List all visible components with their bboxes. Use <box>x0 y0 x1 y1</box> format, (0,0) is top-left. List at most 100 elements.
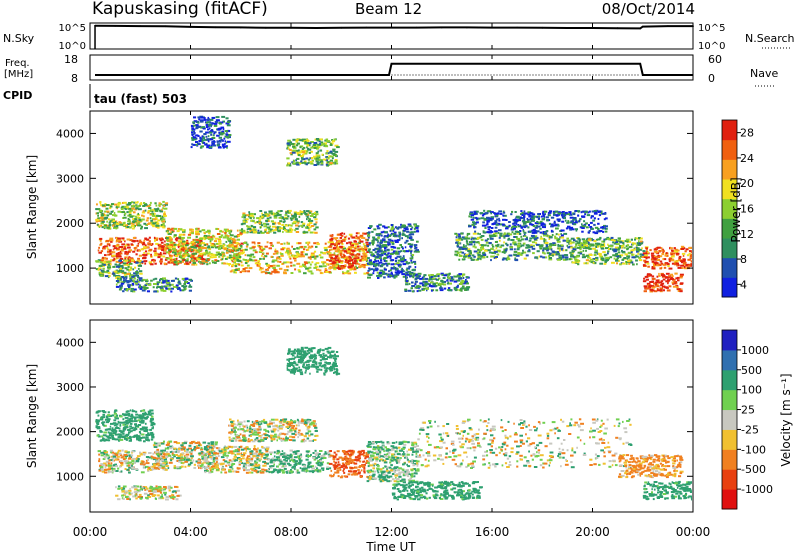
heatmap-cell <box>168 288 171 291</box>
heatmap-cell <box>258 222 261 225</box>
heatmap-cell <box>137 267 140 270</box>
heatmap-cell <box>122 222 126 225</box>
heatmap-cell <box>494 221 498 224</box>
heatmap-cell <box>520 235 523 238</box>
heatmap-cell <box>549 243 553 246</box>
heatmap-cell <box>439 282 443 285</box>
heatmap-cell <box>119 252 123 255</box>
heatmap-cell <box>340 256 345 258</box>
heatmap-cell <box>573 223 577 226</box>
heatmap-cell <box>224 257 228 260</box>
heatmap-cell <box>322 262 325 265</box>
heatmap-cell <box>378 223 382 226</box>
heatmap-cell <box>209 251 211 254</box>
heatmap-cell <box>249 247 253 250</box>
heatmap-cell <box>242 214 245 216</box>
heatmap-cell <box>205 123 209 126</box>
heatmap-cell <box>229 242 231 245</box>
heatmap-cell <box>308 211 312 214</box>
heatmap-cell <box>183 263 186 265</box>
heatmap-cell <box>112 265 116 268</box>
heatmap-cell <box>249 231 254 234</box>
heatmap-cell <box>354 254 357 257</box>
heatmap-cell <box>570 237 575 240</box>
heatmap-cell <box>510 239 514 241</box>
heatmap-cell <box>282 228 286 230</box>
heatmap-cell <box>594 211 598 214</box>
heatmap-cell <box>104 203 107 206</box>
heatmap-cell <box>671 275 674 278</box>
heatmap-cell <box>619 263 622 266</box>
heatmap-cell <box>413 250 417 253</box>
heatmap-cell <box>491 243 494 246</box>
heatmap-cell <box>334 264 337 267</box>
heatmap-cell <box>261 267 264 270</box>
heatmap-cell <box>98 264 103 267</box>
heatmap-cell <box>218 238 221 241</box>
heatmap-cell <box>287 147 290 150</box>
heatmap-cell <box>658 256 661 258</box>
heatmap-cell <box>664 286 668 289</box>
heatmap-cell <box>634 247 637 250</box>
heatmap-cell <box>623 246 626 249</box>
heatmap-cell <box>309 246 312 249</box>
heatmap-cell <box>271 225 276 228</box>
heatmap-cell <box>632 243 634 246</box>
heatmap-cell <box>259 210 263 212</box>
heatmap-cell <box>326 156 328 159</box>
heatmap-cell <box>514 258 518 261</box>
heatmap-cell <box>577 237 581 240</box>
heatmap-cell <box>207 254 210 257</box>
heatmap-cell <box>415 230 420 233</box>
freq-panel: Freq. [MHz] 18 8 60 0 Nave <box>4 53 778 87</box>
heatmap-cell <box>415 286 420 289</box>
heatmap-cell <box>556 240 561 243</box>
heatmap-cell <box>636 247 640 250</box>
heatmap-cell <box>160 241 164 244</box>
heatmap-cell <box>645 287 650 290</box>
heatmap-cell <box>119 267 122 270</box>
heatmap-cell <box>240 261 243 264</box>
heatmap-cell <box>258 245 263 248</box>
heatmap-cell <box>227 140 231 143</box>
heatmap-cell <box>478 249 482 252</box>
heatmap-cell <box>274 250 279 253</box>
heatmap-cell <box>226 124 231 127</box>
heatmap-cell <box>569 221 573 224</box>
heatmap-cell <box>357 236 360 239</box>
heatmap-cell <box>256 221 259 223</box>
nsky-point <box>465 26 468 29</box>
heatmap-cell <box>525 244 530 247</box>
heatmap-cell <box>470 215 473 218</box>
heatmap-cell <box>100 224 103 227</box>
heatmap-cell <box>318 158 322 161</box>
heatmap-cell <box>665 272 670 275</box>
heatmap-cell <box>198 118 201 121</box>
heatmap-cell <box>366 243 370 246</box>
heatmap-cell <box>459 288 462 291</box>
heatmap-cell <box>251 259 255 262</box>
heatmap-cell <box>119 262 122 265</box>
heatmap-cell <box>104 216 109 219</box>
heatmap-cell <box>290 264 293 267</box>
heatmap-cell <box>463 253 466 256</box>
heatmap-cell <box>225 145 228 148</box>
heatmap-cell <box>494 230 498 233</box>
heatmap-cell <box>362 249 365 252</box>
heatmap-cell <box>302 146 306 149</box>
heatmap-cell <box>201 242 205 245</box>
heatmap-cell <box>263 255 268 258</box>
heatmap-cell <box>475 221 479 224</box>
heatmap-cell <box>206 235 211 238</box>
heatmap-cell <box>545 216 549 219</box>
heatmap-cell <box>127 265 130 268</box>
heatmap-cell <box>569 228 572 231</box>
heatmap-cell <box>172 248 176 251</box>
heatmap-cell <box>195 263 198 266</box>
heatmap-cell <box>584 213 586 216</box>
heatmap-cell <box>382 258 385 260</box>
heatmap-cell <box>267 267 269 270</box>
heatmap-cell <box>293 160 296 162</box>
heatmap-cell <box>341 265 344 268</box>
heatmap-cell <box>349 257 352 260</box>
